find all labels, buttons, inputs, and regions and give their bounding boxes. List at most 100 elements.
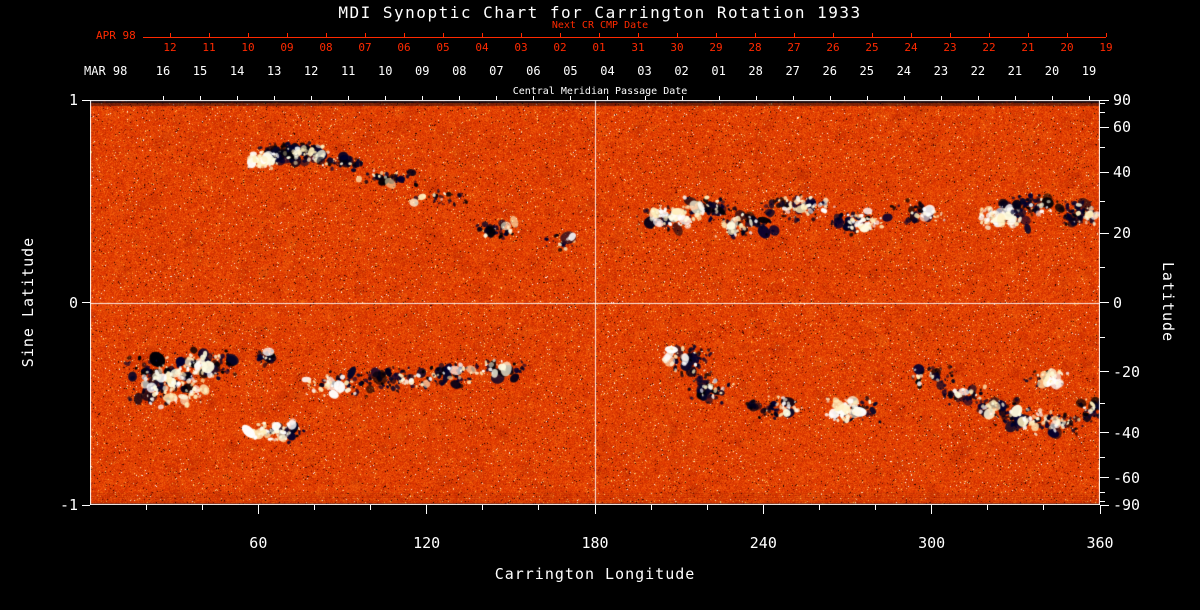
right-tick [1100, 99, 1109, 101]
cmp-axis-tick [459, 96, 461, 100]
bottom-tick [762, 505, 764, 514]
bottom-minor-tick [706, 505, 708, 510]
top-axis-date: 11 [202, 41, 216, 54]
top-axis-date: 06 [397, 41, 411, 54]
cmp-axis-tick [348, 96, 350, 100]
right-tick [1100, 432, 1109, 434]
cmp-axis-tick [681, 96, 683, 100]
top-axis-tick [326, 33, 327, 37]
right-tick-label: 60 [1113, 118, 1132, 137]
bottom-tick [257, 505, 259, 514]
right-tick-label: -40 [1113, 423, 1141, 442]
cmp-axis-date: 27 [785, 64, 800, 78]
top-axis-tick [599, 33, 600, 37]
right-tick [1100, 504, 1109, 506]
cmp-axis-date: 04 [600, 64, 615, 78]
left-axis-label: Sine Latitude [19, 236, 37, 368]
top-axis-date: 29 [709, 41, 723, 54]
top-axis-date: 08 [319, 41, 333, 54]
cmp-axis-tick [1089, 96, 1090, 100]
top-axis-date: 07 [358, 41, 372, 54]
right-tick-label: -20 [1113, 362, 1141, 381]
top-axis-tick [1028, 33, 1029, 37]
magnetogram-plot [90, 100, 1100, 505]
cmp-axis-month-label: MAR 98 [84, 64, 128, 78]
top-axis-tick [287, 33, 288, 37]
right-minor-tick [1100, 492, 1105, 494]
right-minor-tick [1100, 102, 1105, 104]
bottom-tick [426, 505, 428, 514]
cmp-axis-date: 06 [526, 64, 541, 78]
cmp-axis-date: 28 [748, 64, 763, 78]
right-tick-label: 90 [1113, 91, 1132, 109]
right-tick [1100, 371, 1109, 373]
right-tick [1100, 302, 1109, 303]
cmp-axis-tick [200, 96, 202, 100]
top-axis-date: 31 [631, 41, 645, 54]
top-axis-tick [365, 33, 366, 37]
cmp-axis-date: 26 [822, 64, 837, 78]
top-axis-tick [1067, 33, 1068, 37]
cmp-axis-date: 16 [155, 64, 171, 78]
top-axis-date: 23 [943, 41, 957, 54]
top-axis-tick [209, 33, 210, 37]
top-axis-date: 27 [787, 41, 801, 54]
top-axis-date: 04 [475, 41, 489, 54]
bottom-minor-tick [875, 505, 877, 510]
right-minor-tick [1100, 266, 1105, 268]
top-axis-tick [521, 33, 522, 37]
cmp-axis-tick [163, 96, 164, 100]
cmp-axis-tick [829, 96, 831, 100]
cmp-axis-date: 12 [303, 64, 319, 78]
top-axis-date: 12 [163, 41, 177, 54]
cmp-axis-tick [1014, 96, 1016, 100]
bottom-minor-tick [370, 505, 372, 510]
cmp-axis-tick [866, 96, 868, 100]
right-tick-label: 40 [1113, 163, 1132, 182]
left-tick-label: 1 [68, 91, 78, 109]
right-minor-tick [1100, 111, 1105, 113]
cmp-axis-tick [792, 96, 794, 100]
left-tick [82, 302, 90, 303]
top-axis-tick [443, 33, 444, 37]
right-tick [1100, 171, 1109, 173]
top-axis-date: 21 [1021, 41, 1035, 54]
right-minor-tick [1100, 403, 1105, 405]
x-axis-label: Carrington Longitude [494, 565, 696, 583]
cmp-axis-date: 02 [674, 64, 689, 78]
top-axis-date: 19 [1099, 41, 1113, 54]
cmp-axis-date: 21 [1007, 64, 1023, 78]
top-axis-tick [638, 33, 639, 37]
right-tick-label: -60 [1113, 468, 1141, 487]
cmp-axis-tick [422, 96, 424, 100]
right-minor-tick [1100, 200, 1105, 202]
top-axis-date: 22 [982, 41, 996, 54]
cmp-axis-date: 19 [1081, 64, 1097, 78]
right-minor-tick [1100, 457, 1105, 459]
bottom-tick [931, 505, 933, 514]
cmp-axis-date: 15 [192, 64, 208, 78]
left-tick [82, 99, 90, 101]
top-axis-date: 25 [865, 41, 879, 54]
top-axis-tick [170, 33, 171, 37]
top-axis-tick [950, 33, 951, 37]
bottom-minor-tick [482, 505, 484, 510]
right-minor-tick [1100, 337, 1105, 339]
cmp-axis-tick [274, 96, 276, 100]
bottom-tick-label: 360 [1086, 534, 1114, 552]
left-tick-label: 0 [68, 293, 78, 312]
top-axis-date: 30 [670, 41, 684, 54]
top-axis-date: 10 [241, 41, 255, 54]
cmp-axis-date: 08 [452, 64, 467, 78]
bottom-tick [1099, 505, 1101, 514]
top-axis-date: 26 [826, 41, 840, 54]
top-axis-tick [989, 33, 990, 37]
left-tick-label: -1 [59, 496, 78, 514]
cmp-axis-tick [903, 96, 905, 100]
right-tick-label: 0 [1113, 293, 1123, 312]
bottom-tick-label: 240 [749, 534, 777, 552]
top-axis-date: 09 [280, 41, 294, 54]
cmp-axis-date: 01 [711, 64, 726, 78]
right-tick-label: 20 [1113, 224, 1132, 243]
